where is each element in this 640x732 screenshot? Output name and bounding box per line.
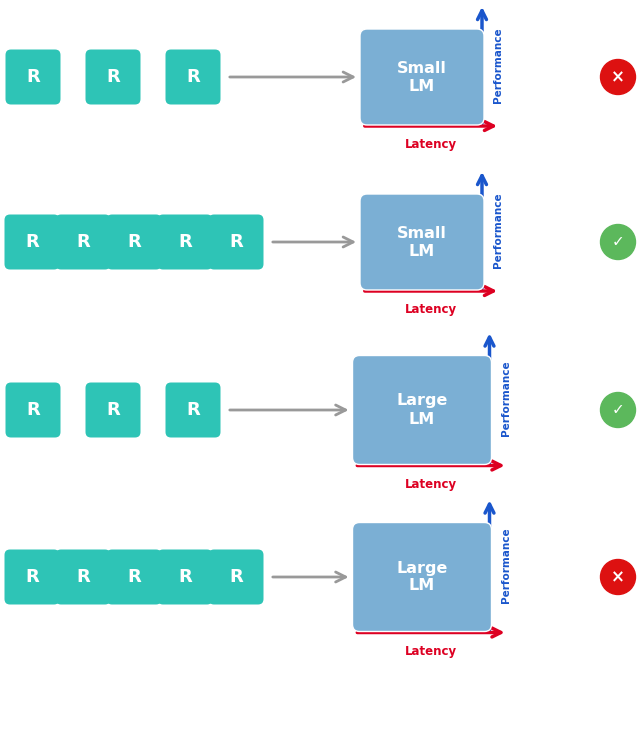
Text: R: R	[25, 568, 39, 586]
Text: R: R	[127, 568, 141, 586]
FancyBboxPatch shape	[166, 50, 221, 105]
Text: R: R	[25, 233, 39, 251]
FancyBboxPatch shape	[209, 550, 264, 605]
Text: R: R	[76, 233, 90, 251]
Text: ✓: ✓	[612, 234, 625, 250]
Text: Performance: Performance	[493, 27, 503, 102]
FancyBboxPatch shape	[4, 214, 60, 269]
FancyBboxPatch shape	[209, 214, 264, 269]
Text: R: R	[127, 233, 141, 251]
Text: R: R	[229, 568, 243, 586]
Text: Latency: Latency	[405, 477, 457, 490]
FancyBboxPatch shape	[86, 383, 141, 438]
Text: Performance: Performance	[500, 360, 511, 436]
FancyBboxPatch shape	[157, 550, 212, 605]
FancyBboxPatch shape	[4, 550, 60, 605]
Text: Small
LM: Small LM	[397, 61, 447, 94]
Text: Latency: Latency	[405, 303, 457, 316]
Text: Performance: Performance	[500, 527, 511, 603]
Circle shape	[600, 559, 636, 594]
Text: Small
LM: Small LM	[397, 225, 447, 258]
Text: Latency: Latency	[405, 138, 457, 151]
Text: R: R	[106, 68, 120, 86]
FancyBboxPatch shape	[157, 214, 212, 269]
Text: ×: ×	[611, 568, 625, 586]
Text: Large
LM: Large LM	[396, 394, 448, 427]
FancyBboxPatch shape	[360, 194, 484, 290]
Text: R: R	[26, 68, 40, 86]
Text: R: R	[178, 568, 192, 586]
FancyBboxPatch shape	[6, 383, 61, 438]
FancyBboxPatch shape	[106, 214, 161, 269]
Text: R: R	[186, 401, 200, 419]
Text: ✓: ✓	[612, 403, 625, 417]
FancyBboxPatch shape	[56, 214, 111, 269]
FancyBboxPatch shape	[353, 523, 492, 632]
Text: ×: ×	[611, 68, 625, 86]
Circle shape	[600, 392, 636, 427]
FancyBboxPatch shape	[166, 383, 221, 438]
Text: R: R	[229, 233, 243, 251]
Text: R: R	[178, 233, 192, 251]
Text: Large
LM: Large LM	[396, 561, 448, 594]
FancyBboxPatch shape	[353, 356, 492, 465]
FancyBboxPatch shape	[106, 550, 161, 605]
Text: R: R	[26, 401, 40, 419]
Text: R: R	[186, 68, 200, 86]
Text: Latency: Latency	[405, 644, 457, 657]
FancyBboxPatch shape	[360, 29, 484, 125]
Text: Performance: Performance	[493, 193, 503, 268]
FancyBboxPatch shape	[86, 50, 141, 105]
Text: R: R	[76, 568, 90, 586]
Circle shape	[600, 59, 636, 94]
FancyBboxPatch shape	[56, 550, 111, 605]
FancyBboxPatch shape	[6, 50, 61, 105]
Circle shape	[600, 225, 636, 260]
Text: R: R	[106, 401, 120, 419]
